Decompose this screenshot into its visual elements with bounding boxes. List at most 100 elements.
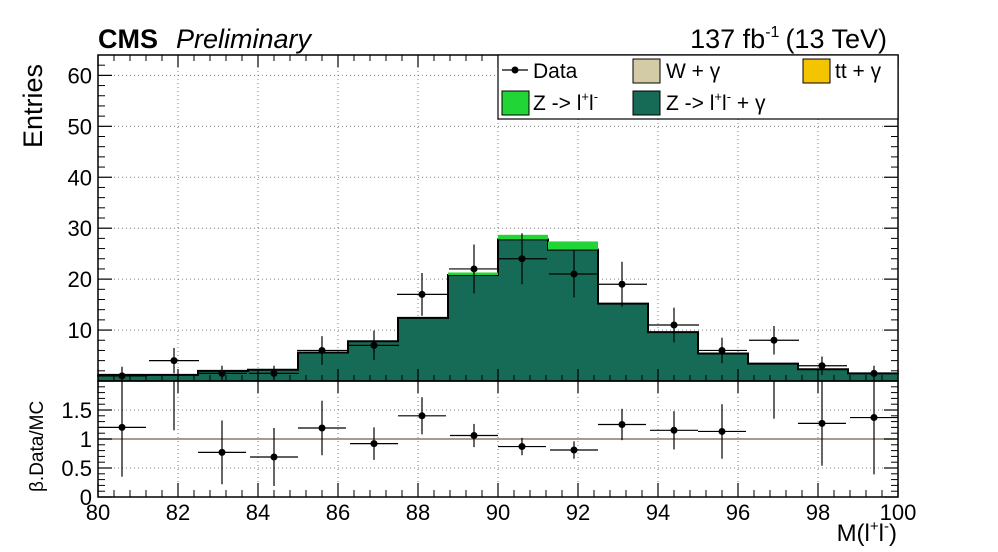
legend-box xyxy=(497,54,899,120)
ratio-point xyxy=(118,423,126,431)
ratio-xtick-label: 84 xyxy=(246,500,270,525)
data-point xyxy=(770,336,778,344)
legend-z-ll-sup2: - xyxy=(594,89,598,104)
data-point xyxy=(570,270,578,278)
histogram-bin xyxy=(548,241,598,250)
legend-swatch-z-ll xyxy=(501,90,530,116)
histogram-bin xyxy=(748,363,798,381)
histogram-bin xyxy=(448,275,498,381)
data-point xyxy=(518,255,526,263)
xlabel-part1: M(l xyxy=(837,520,870,547)
ratio-xtick-label: 94 xyxy=(646,500,670,525)
ratio-xtick-label: 86 xyxy=(326,500,350,525)
ratio-point xyxy=(618,421,626,428)
ratio-xtick-label: 96 xyxy=(726,500,750,525)
lumi-value: 137 fb xyxy=(690,24,765,54)
ratio-xlabel: M(l+l-) xyxy=(837,518,897,547)
xlabel-sup1: + xyxy=(870,518,879,535)
histogram-bin xyxy=(798,369,848,381)
legend-swatch-z-ll-gamma xyxy=(632,90,661,116)
histogram-bin xyxy=(398,317,448,381)
ratio-xtick-label: 90 xyxy=(486,500,510,525)
legend-z-ll-gamma-sup2: - xyxy=(727,89,731,104)
lumi-exponent: -1 xyxy=(765,24,779,41)
data-point xyxy=(818,362,826,370)
ratio-point xyxy=(570,446,578,454)
data-point xyxy=(870,369,878,377)
ratio-ytick-label: 0.5 xyxy=(61,456,92,481)
ratio-ytick-label: 1.5 xyxy=(61,398,92,423)
histogram-bin xyxy=(648,332,698,381)
data-point xyxy=(170,357,178,365)
main-ylabel: Entries xyxy=(18,64,48,148)
data-point xyxy=(218,369,226,377)
ratio-point xyxy=(818,419,826,427)
legend-swatch-tt-gamma xyxy=(802,58,831,84)
histogram-bin xyxy=(848,373,898,381)
data-point xyxy=(118,372,126,380)
legend-z-ll-gamma-part1: Z -> l xyxy=(666,92,714,115)
ratio-point xyxy=(470,432,478,440)
ratio-point xyxy=(418,412,426,420)
main-data-points xyxy=(97,233,899,381)
legend-z-ll-gamma-part3: + γ xyxy=(731,92,766,115)
histogram-bin xyxy=(448,272,498,276)
histogram-bin xyxy=(598,303,648,381)
legend-label-z-ll: Z -> l+l- xyxy=(533,89,598,115)
data-point xyxy=(618,280,626,288)
xlabel-part3: ) xyxy=(889,520,897,547)
legend-z-ll-gamma-part2: l xyxy=(722,92,727,115)
data-point xyxy=(270,369,278,377)
legend-z-ll-gamma-sup1: + xyxy=(714,89,722,104)
legend-label-tt-gamma: tt + γ xyxy=(835,60,882,83)
ratio-point xyxy=(870,414,878,422)
data-point xyxy=(318,346,326,354)
legend-z-ll-part2: l xyxy=(589,92,594,115)
histogram-bin xyxy=(548,249,598,381)
data-point xyxy=(670,321,678,329)
histogram-bin xyxy=(148,374,198,381)
main-ytick-label: 30 xyxy=(68,216,92,241)
histogram-bin xyxy=(498,239,548,381)
ratio-point xyxy=(218,448,226,456)
lumi-label: 137 fb-1 (13 TeV) xyxy=(690,24,887,54)
main-ytick-label: 20 xyxy=(68,267,92,292)
data-point xyxy=(470,265,478,273)
legend: Data W + γ tt + γZ -> l+l- Z -> l+l- + γ xyxy=(497,54,899,120)
ratio-point xyxy=(718,427,726,435)
ratio-ytick-label: 0 xyxy=(80,485,92,510)
ratio-ylabel: β.Data/MC xyxy=(27,401,48,492)
ratio-xtick-label: 98 xyxy=(806,500,830,525)
ratio-point xyxy=(670,426,678,434)
main-stack-histogram xyxy=(98,234,898,381)
main-ytick-label: 40 xyxy=(68,165,92,190)
status-label: Preliminary xyxy=(176,24,313,54)
xlabel-sup2: - xyxy=(884,518,889,535)
legend-z-ll-sup1: + xyxy=(581,89,589,104)
legend-label-w-gamma: W + γ xyxy=(666,60,721,83)
ratio-data-points xyxy=(98,381,898,486)
data-point xyxy=(718,346,726,354)
main-ytick-label: 60 xyxy=(68,63,92,88)
ratio-xtick-label: 80 xyxy=(86,500,110,525)
ratio-point xyxy=(270,453,278,461)
legend-data-marker xyxy=(511,66,519,74)
xlabel-part2: l xyxy=(879,520,884,547)
legend-z-ll-part1: Z -> l xyxy=(533,92,581,115)
legend-label-z-ll-gamma: Z -> l+l- + γ xyxy=(666,89,766,115)
ratio-point xyxy=(518,443,526,451)
histogram-bin xyxy=(498,234,548,240)
main-ytick-label: 10 xyxy=(68,318,92,343)
histogram-outline xyxy=(98,238,898,376)
ratio-xtick-label: 82 xyxy=(166,500,190,525)
ratio-xtick-label: 88 xyxy=(406,500,430,525)
data-point xyxy=(418,290,426,298)
ratio-axes: 0 0.5 1 1.5 80 82 84 86 88 90 92 94 96 98 100 xyxy=(61,381,916,525)
ratio-xtick-label: 100 xyxy=(880,500,917,525)
ratio-ytick-label: 1 xyxy=(80,427,92,452)
experiment-label: CMS xyxy=(98,24,158,54)
data-point xyxy=(370,341,378,349)
legend-swatch-w-gamma xyxy=(632,58,661,84)
